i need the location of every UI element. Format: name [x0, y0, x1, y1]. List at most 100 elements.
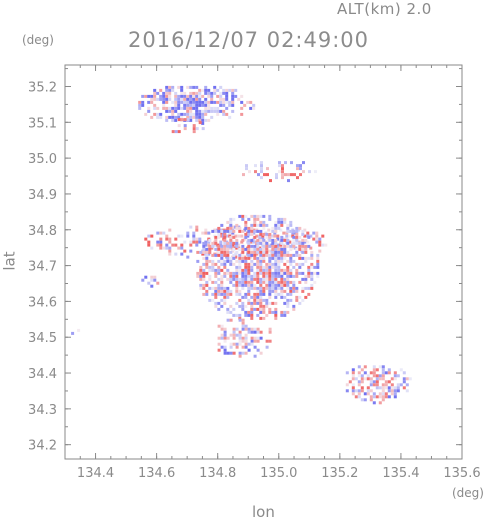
doppler-cell — [295, 238, 299, 242]
doppler-cell — [253, 223, 257, 227]
doppler-cell — [285, 234, 289, 238]
doppler-cell — [192, 103, 196, 107]
doppler-cell — [277, 247, 281, 251]
doppler-cell — [223, 295, 227, 299]
doppler-cell — [241, 321, 245, 325]
doppler-cell — [232, 274, 236, 278]
doppler-cell — [378, 365, 382, 369]
doppler-cell — [253, 330, 257, 334]
doppler-cell — [162, 231, 166, 235]
doppler-cell — [216, 109, 220, 113]
doppler-cell — [229, 235, 233, 239]
doppler-cell — [274, 250, 278, 254]
doppler-cell — [244, 223, 248, 227]
doppler-cell — [299, 164, 302, 168]
doppler-cell — [217, 289, 221, 293]
doppler-cell — [244, 247, 248, 251]
doppler-cell — [183, 112, 187, 116]
doppler-cell — [372, 368, 376, 372]
doppler-cell — [268, 295, 272, 299]
doppler-cell — [222, 88, 226, 92]
doppler-cell — [363, 365, 367, 369]
doppler-cell — [195, 109, 199, 113]
doppler-cell — [247, 268, 251, 272]
doppler-cell — [247, 283, 251, 287]
doppler-cell — [283, 283, 287, 287]
doppler-cell — [226, 318, 230, 322]
doppler-cell — [238, 280, 242, 284]
doppler-cell — [354, 395, 358, 399]
doppler-cell — [318, 240, 322, 244]
doppler-cell — [205, 265, 209, 269]
doppler-cell — [259, 289, 263, 293]
doppler-cell — [369, 371, 373, 375]
doppler-cell — [223, 238, 227, 242]
doppler-cell — [229, 256, 233, 260]
doppler-cell — [220, 253, 224, 257]
doppler-cell — [223, 250, 227, 254]
doppler-cell — [235, 283, 239, 287]
doppler-cell — [298, 301, 302, 305]
doppler-cell — [295, 232, 299, 236]
doppler-cell — [268, 307, 272, 311]
x-axis-label: lon — [252, 503, 275, 521]
doppler-cell — [226, 256, 230, 260]
doppler-cell — [299, 167, 302, 171]
doppler-cell — [289, 274, 293, 278]
doppler-cell — [211, 286, 215, 290]
doppler-cell — [195, 115, 199, 119]
doppler-cell — [156, 97, 160, 101]
doppler-cell — [387, 371, 391, 375]
doppler-cell — [292, 253, 296, 257]
y-tick-label: 34.9 — [28, 188, 57, 203]
doppler-cell — [393, 374, 397, 378]
doppler-cell — [265, 241, 269, 245]
doppler-cell — [295, 241, 299, 245]
doppler-cell — [162, 94, 166, 98]
doppler-cell — [249, 255, 253, 259]
doppler-cell — [196, 259, 200, 263]
doppler-cell — [232, 313, 236, 317]
doppler-cell — [226, 253, 230, 257]
doppler-cell — [168, 240, 172, 244]
doppler-cell — [268, 262, 272, 266]
doppler-cell — [270, 234, 274, 238]
doppler-cell — [177, 115, 181, 119]
doppler-cell — [238, 316, 242, 320]
doppler-cell — [195, 112, 199, 116]
doppler-cell — [390, 386, 394, 390]
doppler-cell — [214, 301, 218, 305]
doppler-cell — [309, 234, 313, 238]
doppler-cell — [276, 234, 280, 238]
doppler-cell — [226, 351, 230, 355]
doppler-cell — [168, 115, 172, 119]
doppler-cell — [289, 268, 293, 272]
doppler-cell — [189, 91, 193, 95]
y-tick-label: 34.3 — [28, 403, 57, 418]
doppler-cell — [298, 295, 302, 299]
doppler-cell — [241, 244, 245, 248]
doppler-cell — [274, 259, 278, 263]
doppler-cell — [274, 271, 278, 275]
doppler-cell — [231, 91, 235, 95]
doppler-cell — [259, 295, 263, 299]
doppler-cell — [244, 345, 248, 349]
doppler-cell — [156, 231, 160, 235]
doppler-cell — [408, 377, 412, 381]
doppler-cell — [316, 253, 320, 257]
doppler-cell — [217, 336, 221, 340]
doppler-cell — [180, 115, 184, 119]
doppler-cell — [226, 220, 230, 224]
doppler-cell — [372, 380, 376, 384]
doppler-cell — [204, 243, 208, 247]
doppler-cell — [292, 286, 296, 290]
doppler-cell — [223, 274, 227, 278]
doppler-cell — [211, 265, 215, 269]
doppler-cell — [223, 345, 227, 349]
doppler-cell — [283, 301, 287, 305]
doppler-cell — [244, 268, 248, 272]
doppler-cell — [292, 229, 296, 233]
doppler-cell — [310, 283, 314, 287]
doppler-cell — [253, 274, 257, 278]
doppler-cell — [259, 330, 263, 334]
